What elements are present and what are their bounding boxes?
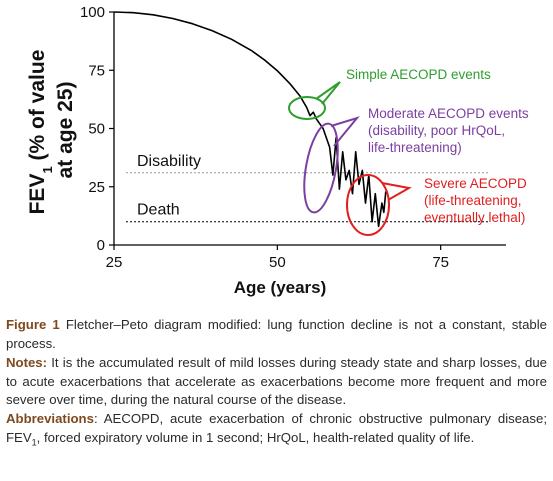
y-tick-label: 75 [88,62,105,79]
severe-aecopd-label-line3: eventually lethal) [424,210,525,225]
y-tick-label: 50 [88,121,105,138]
severe-aecopd-ellipse [346,174,390,236]
moderate-aecopd-label-line2: (disability, poor HrQoL, [368,123,505,138]
x-tick-label: 25 [106,254,123,271]
figure-label: Figure 1 [6,317,60,332]
y-tick-label: 25 [88,179,105,196]
x-tick-label: 75 [432,254,449,271]
figure-caption: Figure 1 Fletcher–Peto diagram modified:… [6,316,547,353]
x-axis-label: Age (years) [234,278,327,297]
moderate-aecopd-label: Moderate AECOPD events [368,106,529,121]
abbreviations-text-1: : AECOPD, acute exacerbation of chronic … [6,411,547,445]
abbreviations-label: Abbreviations [6,411,94,426]
simple-aecopd-label: Simple AECOPD events [346,67,491,82]
notes-label: Notes: [6,355,48,370]
abbreviations-text-2: , forced expiratory volume in 1 second; … [36,429,475,445]
y-axis-label-line1: FEV1 (% of value [26,50,55,215]
severe-aecopd-label: Severe AECOPD [424,176,527,191]
y-tick-label: 100 [80,4,105,21]
death-line-label: Death [137,202,180,219]
y-tick-label: 0 [97,237,105,254]
disability-line-label: Disability [137,153,201,170]
x-tick-label: 50 [269,254,286,271]
severe-aecopd-label-line2: (life-threatening, [424,193,522,208]
moderate-aecopd-ellipse [303,122,339,214]
moderate-aecopd-pointer [330,116,360,147]
abbreviations-subscript: 1 [31,437,37,448]
y-axis-label-line2: at age 25) [54,82,77,179]
moderate-aecopd-label-line3: life-threatening) [368,140,462,155]
fev1-decline-line [113,11,387,228]
severe-aecopd-pointer [381,182,412,201]
notes-paragraph: Notes: It is the accumulated result of m… [6,354,547,410]
notes-text: It is the accumulated result of mild los… [6,355,547,407]
simple-aecopd-pointer [315,81,341,105]
figure-text: Fletcher–Peto diagram modified: lung fun… [6,317,548,351]
abbreviations-paragraph: Abbreviations: AECOPD, acute exacerbatio… [6,410,547,447]
simple-aecopd-ellipse [288,96,326,120]
